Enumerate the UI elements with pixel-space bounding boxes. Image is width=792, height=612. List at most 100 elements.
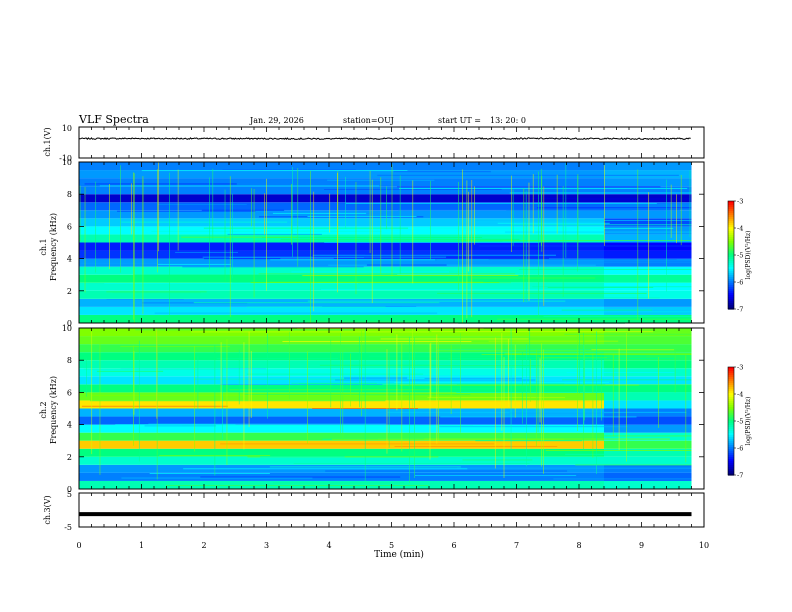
spectrogram-band xyxy=(575,464,692,466)
colorbar-step xyxy=(728,385,734,388)
spectrogram-band xyxy=(243,394,471,396)
colorbar-step xyxy=(728,373,734,376)
ch3-voltage-panel: 5 -5 ch.3(V) xyxy=(43,490,705,532)
spectrogram-band xyxy=(509,412,613,414)
spectrogram-band xyxy=(559,311,692,313)
spectrogram-band xyxy=(282,341,472,343)
spectrogram-band xyxy=(201,209,285,211)
spectrogram-cell xyxy=(79,360,604,369)
spectrogram-cell xyxy=(79,258,604,267)
spectrogram-cell xyxy=(79,408,604,417)
spectrogram-cell xyxy=(604,456,692,465)
spectrogram-cell xyxy=(79,424,604,433)
spectrogram-band xyxy=(193,302,440,304)
spectrogram-band xyxy=(291,271,450,273)
ch1-frequency-ylabel: Frequency (kHz) xyxy=(49,213,58,281)
ch1-channel-label: ch.1 xyxy=(39,238,48,255)
ch1-ytick-bottom: -10 xyxy=(59,154,72,163)
colorbar-step xyxy=(728,299,734,302)
spectrogram-cell xyxy=(79,480,604,489)
spectrogram-band xyxy=(84,183,237,185)
spectrogram-band xyxy=(471,398,543,399)
colorbar-step xyxy=(728,469,734,472)
colorbar-step xyxy=(728,453,734,456)
ch2-channel-label: ch.2 xyxy=(39,401,48,418)
colorbar-step xyxy=(728,369,734,372)
spectrogram-band xyxy=(191,331,429,333)
ch1-voltage-panel: 10 -10 ch.1(V) xyxy=(43,124,705,163)
spectrogram-cell xyxy=(79,226,604,235)
spectrogram-cell xyxy=(79,400,604,409)
spectrogram-cell xyxy=(79,314,604,323)
time-tick-label: 5 xyxy=(389,541,394,550)
freq-tick-label: 6 xyxy=(67,222,72,231)
spectrogram-band xyxy=(436,349,592,351)
spectrogram-band xyxy=(258,273,516,275)
freq-tick-label: 8 xyxy=(67,190,72,199)
spectrogram-band xyxy=(120,346,230,348)
colorbar-step xyxy=(728,399,734,402)
colorbar-tick-label: -5 xyxy=(737,418,743,426)
colorbar-step xyxy=(728,297,734,300)
spectrogram-band xyxy=(437,292,647,294)
spectrogram-band xyxy=(566,372,675,373)
spectrogram-band xyxy=(333,257,549,259)
colorbar-step xyxy=(728,217,734,220)
spectrogram-band xyxy=(431,331,654,333)
spectrogram-cell xyxy=(604,448,692,457)
time-tick-label: 7 xyxy=(514,541,519,550)
colorbar-step xyxy=(728,461,734,464)
colorbar-step xyxy=(728,371,734,374)
spectrogram-cell xyxy=(79,448,604,457)
colorbar-step xyxy=(728,451,734,454)
spectrogram-cell xyxy=(79,384,604,393)
colorbar-step xyxy=(728,439,734,442)
spectrogram-cell xyxy=(79,432,604,441)
spectrogram-band xyxy=(272,212,367,214)
colorbar-step xyxy=(728,259,734,262)
spectrogram-band xyxy=(157,204,247,205)
colorbar-step xyxy=(728,427,734,430)
colorbar-step xyxy=(728,295,734,298)
spectrogram-cell xyxy=(604,202,692,211)
spectrogram-cell xyxy=(79,194,604,203)
spectrogram-cell xyxy=(79,202,604,211)
spectrogram-band xyxy=(121,477,313,479)
spectrogram-band xyxy=(141,170,408,172)
spectrogram-band xyxy=(508,353,692,355)
colorbar-step xyxy=(728,231,734,234)
spectrogram-cell xyxy=(604,480,692,489)
colorbar-step xyxy=(728,249,734,252)
colorbar-step xyxy=(728,429,734,432)
spectrogram-band xyxy=(229,257,365,258)
spectrogram-band xyxy=(116,210,256,212)
time-tick-label: 2 xyxy=(201,541,206,550)
spectrogram-band xyxy=(475,440,583,442)
spectrogram-cell xyxy=(604,360,692,369)
spectrogram-band xyxy=(415,297,660,299)
spectrogram-band xyxy=(181,425,474,426)
spectrogram-cell xyxy=(79,392,604,401)
spectrogram-band xyxy=(291,382,377,384)
colorbar-step xyxy=(728,255,734,258)
colorbar-step xyxy=(728,409,734,412)
spectrogram-cell xyxy=(604,464,692,473)
colorbar-step xyxy=(728,203,734,206)
spectrogram-band xyxy=(394,445,558,447)
spectrogram-band xyxy=(220,443,495,445)
colorbar-step xyxy=(728,269,734,272)
spectrogram-band xyxy=(182,198,382,200)
colorbar-step xyxy=(728,403,734,406)
spectrogram-band xyxy=(135,329,355,331)
spectrogram-band xyxy=(499,281,692,283)
spectrogram-band xyxy=(246,306,386,308)
freq-tick-label: 4 xyxy=(67,421,72,430)
spectrogram-band xyxy=(574,199,692,201)
spectrogram-cell xyxy=(79,218,604,227)
colorbar-step xyxy=(728,209,734,212)
colorbar-step xyxy=(728,241,734,244)
spectrogram-band xyxy=(429,227,674,229)
spectrogram-band xyxy=(112,292,201,294)
spectrogram-band xyxy=(298,383,565,385)
spectrogram-cell xyxy=(79,440,604,449)
